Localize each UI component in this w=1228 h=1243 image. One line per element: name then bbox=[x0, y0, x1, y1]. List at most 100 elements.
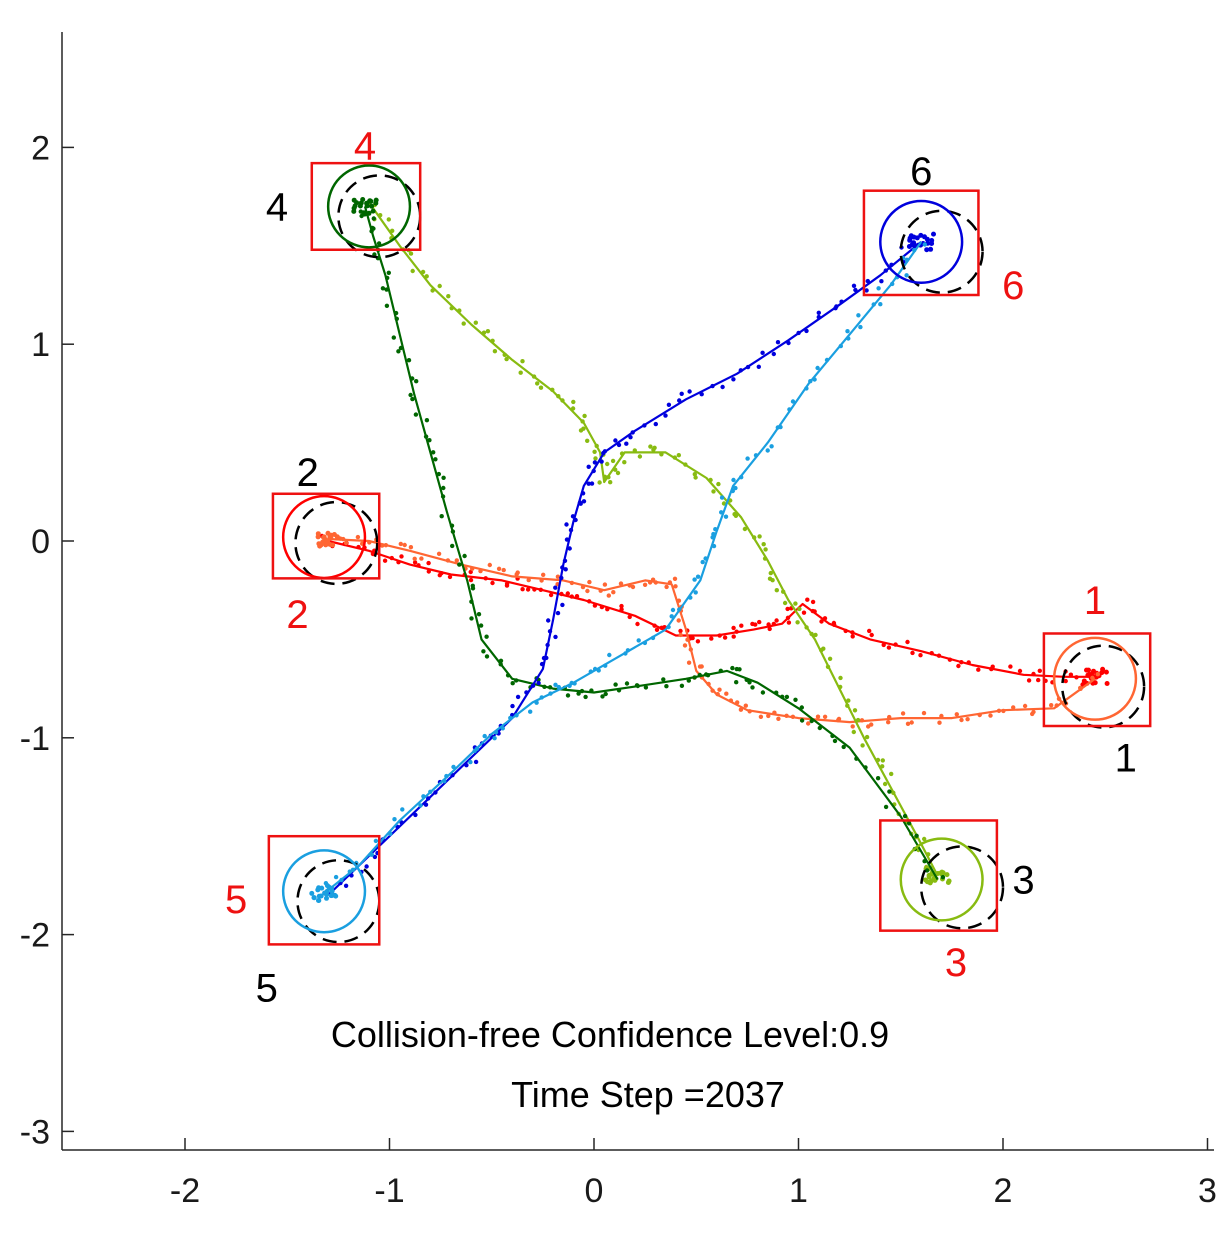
trajectory-point bbox=[628, 435, 633, 440]
trajectory-point bbox=[408, 251, 414, 256]
trajectory-point bbox=[780, 694, 785, 699]
trajectory-point bbox=[846, 698, 851, 703]
current-cluster-point bbox=[906, 244, 912, 249]
trajectory-point bbox=[585, 438, 590, 443]
trajectory-point bbox=[1095, 672, 1101, 677]
trajectory-point bbox=[484, 654, 490, 659]
goal-label: 1 bbox=[1084, 579, 1106, 623]
agent-circle bbox=[281, 849, 367, 934]
trajectory-point bbox=[384, 287, 389, 292]
trajectory-point bbox=[450, 543, 455, 549]
x-tick-label: -1 bbox=[374, 1172, 404, 1210]
trajectory-point bbox=[594, 443, 599, 449]
trajectory-point bbox=[439, 514, 444, 519]
trajectory-point bbox=[547, 629, 553, 634]
trajectory-point bbox=[695, 639, 701, 644]
trajectory-point bbox=[817, 725, 822, 731]
trajectory-point bbox=[734, 666, 739, 672]
trajectory-point bbox=[616, 442, 622, 448]
trajectory-point bbox=[368, 852, 373, 857]
trajectory-point bbox=[845, 703, 850, 708]
trajectory-point bbox=[692, 472, 697, 477]
current-cluster-point bbox=[311, 895, 317, 901]
trajectory-point bbox=[419, 556, 424, 561]
trajectory-point bbox=[406, 358, 412, 363]
trajectory-point bbox=[891, 790, 896, 795]
trajectory-point bbox=[954, 712, 959, 717]
y-tick-label: -2 bbox=[20, 917, 50, 955]
trajectory-point bbox=[632, 448, 637, 453]
trajectory-point bbox=[790, 399, 796, 404]
trajectory-point bbox=[410, 376, 415, 381]
start-label: 2 bbox=[297, 451, 319, 495]
trajectory-point bbox=[929, 651, 934, 656]
trajectory-point bbox=[815, 714, 821, 719]
trajectory-point bbox=[398, 541, 403, 547]
trajectory-point bbox=[451, 764, 456, 770]
trajectory-point bbox=[560, 602, 565, 608]
trajectory-point bbox=[739, 475, 744, 480]
trajectory-point bbox=[1068, 672, 1074, 677]
trajectory-point bbox=[1049, 703, 1054, 708]
trajectory-point bbox=[909, 720, 914, 725]
trajectory-point bbox=[669, 614, 674, 619]
trajectory-point bbox=[468, 577, 474, 583]
trajectory-point bbox=[771, 351, 776, 357]
trajectory-point bbox=[490, 338, 495, 343]
trajectory-point bbox=[421, 794, 426, 799]
trajectory-point bbox=[846, 336, 851, 341]
trajectory-point bbox=[706, 681, 711, 687]
trajectory-point bbox=[765, 448, 770, 453]
trajectory-point bbox=[457, 308, 462, 313]
current-cluster-point bbox=[935, 871, 941, 876]
trajectory-point bbox=[666, 402, 672, 407]
trajectory-point bbox=[758, 714, 764, 719]
trajectory-point bbox=[547, 685, 553, 690]
trajectory-point bbox=[630, 584, 636, 590]
trajectory-point bbox=[1030, 711, 1035, 717]
trajectory-point bbox=[579, 688, 585, 694]
trajectory-point bbox=[1090, 675, 1095, 681]
trajectory-point bbox=[810, 608, 815, 614]
trajectory-point bbox=[577, 500, 583, 505]
trajectory-point bbox=[410, 396, 415, 402]
trajectory-line bbox=[368, 201, 939, 877]
current-cluster-point bbox=[939, 869, 945, 875]
trajectory-point bbox=[756, 364, 761, 369]
trajectory-point bbox=[520, 359, 525, 364]
trajectory-point bbox=[560, 398, 565, 403]
current-cluster-point bbox=[1103, 669, 1109, 675]
trajectory-point bbox=[416, 563, 421, 568]
current-cluster-point bbox=[929, 238, 935, 243]
trajectory-point bbox=[731, 625, 736, 631]
trajectory-point bbox=[806, 721, 811, 726]
confidence-annotation: Collision-free Confidence Level:0.9 bbox=[331, 1014, 889, 1055]
current-cluster-point bbox=[1086, 672, 1092, 677]
current-cluster-point bbox=[931, 231, 936, 237]
trajectory-point bbox=[947, 657, 953, 662]
trajectory-point bbox=[613, 438, 618, 443]
trajectory-point bbox=[446, 294, 451, 299]
current-cluster-point bbox=[944, 872, 950, 878]
trajectory-point bbox=[723, 514, 729, 519]
trajectory-point bbox=[545, 642, 550, 648]
trajectory-point bbox=[1026, 678, 1032, 683]
trajectory-point bbox=[560, 565, 565, 570]
trajectory-point bbox=[860, 743, 865, 748]
trajectory-point bbox=[819, 619, 824, 624]
trajectory-point bbox=[784, 713, 789, 718]
trajectory-point bbox=[904, 257, 910, 262]
x-tick-label: 2 bbox=[994, 1172, 1013, 1210]
trajectory-point bbox=[767, 626, 772, 632]
trajectory-point bbox=[710, 688, 715, 693]
trajectory-point bbox=[1031, 671, 1036, 677]
trajectory-point bbox=[541, 572, 546, 577]
trajectory-point bbox=[347, 869, 352, 874]
trajectory-point bbox=[473, 759, 479, 765]
trajectory-point bbox=[589, 481, 595, 486]
trajectory-point bbox=[692, 675, 697, 680]
trajectory-point bbox=[492, 349, 498, 354]
trajectory-point bbox=[469, 616, 474, 621]
trajectory-point bbox=[988, 713, 993, 718]
trajectory-point bbox=[864, 288, 869, 293]
